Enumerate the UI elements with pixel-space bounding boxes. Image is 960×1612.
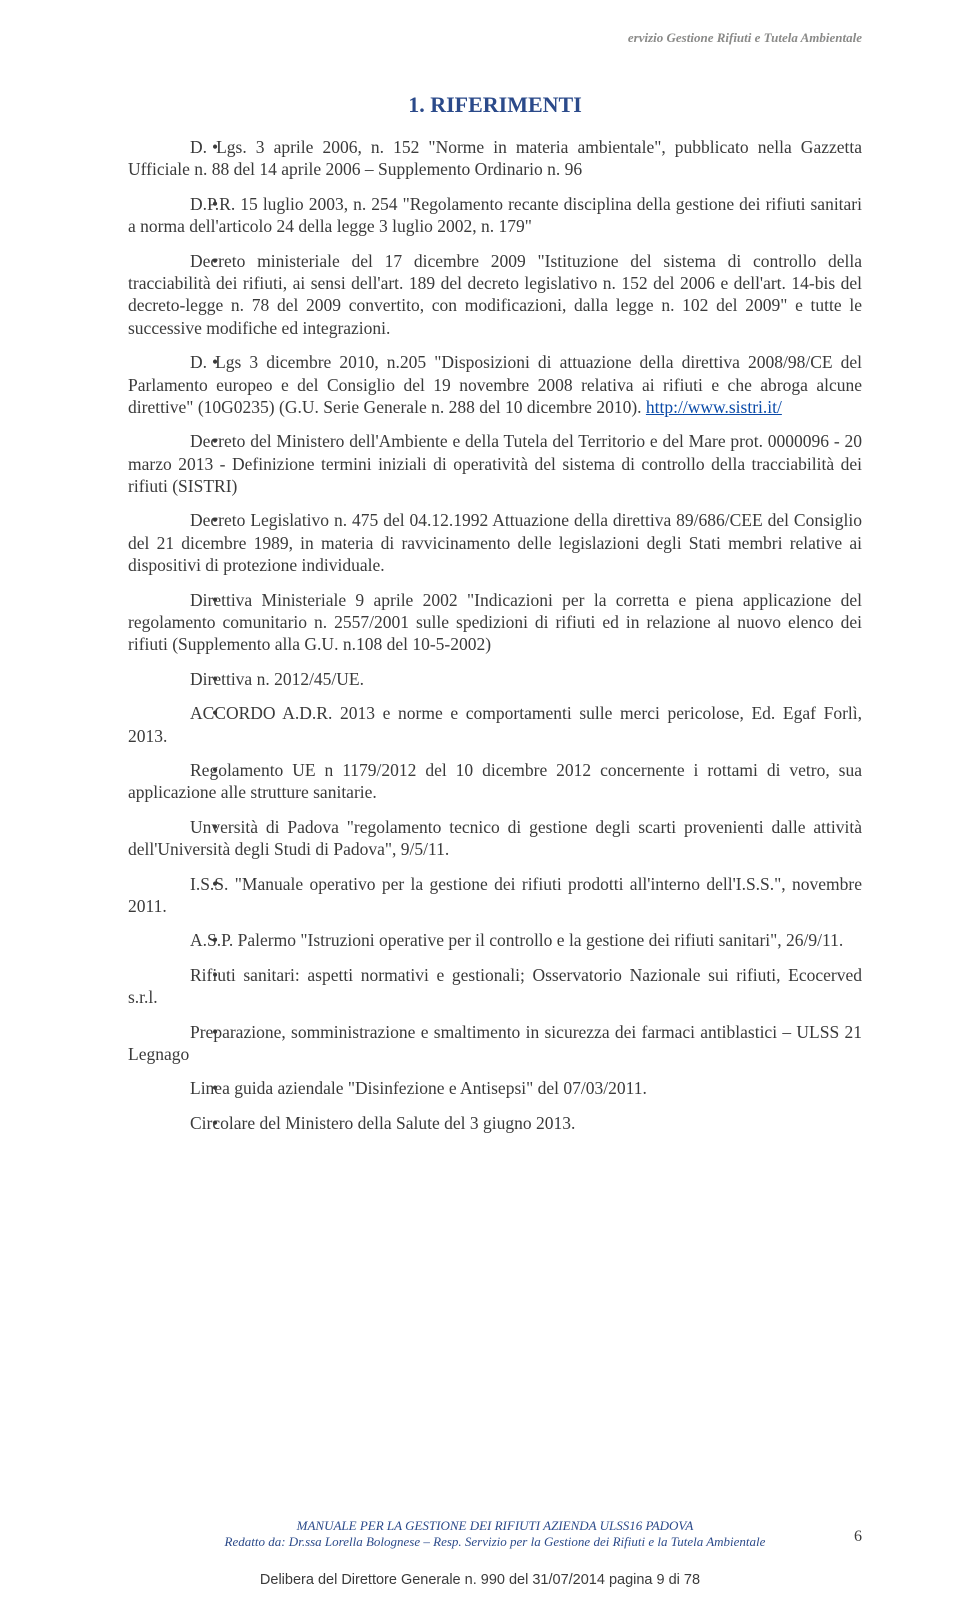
footer-block: MANUALE PER LA GESTIONE DEI RIFIUTI AZIE… — [128, 1518, 862, 1550]
bullet-marker: • — [170, 1077, 190, 1099]
bullet-item: •D.P.R. 15 luglio 2003, n. 254 "Regolame… — [128, 193, 862, 238]
bullet-item: •Linea guida aziendale "Disinfezione e A… — [128, 1077, 862, 1099]
bullet-text: ACCORDO A.D.R. 2013 e norme e comportame… — [128, 703, 862, 745]
bullet-marker: • — [170, 929, 190, 951]
bullet-link[interactable]: http://www.sistri.it/ — [646, 397, 782, 417]
content-area: 1. RIFERIMENTI •D. Lgs. 3 aprile 2006, n… — [128, 92, 862, 1134]
bullet-marker: • — [170, 589, 190, 611]
bullet-marker: • — [170, 136, 190, 158]
bullet-text: D.P.R. 15 luglio 2003, n. 254 "Regolamen… — [128, 194, 862, 236]
bullet-text: I.S.S. "Manuale operativo per la gestion… — [128, 874, 862, 916]
bullet-item: •Regolamento UE n 1179/2012 del 10 dicem… — [128, 759, 862, 804]
bullet-marker: • — [170, 250, 190, 272]
bullet-item: •Direttiva Ministeriale 9 aprile 2002 "I… — [128, 589, 862, 656]
bullet-list: •D. Lgs. 3 aprile 2006, n. 152 "Norme in… — [128, 136, 862, 1134]
bullet-text: Decreto ministeriale del 17 dicembre 200… — [128, 251, 862, 338]
bullet-text: D. Lgs. 3 aprile 2006, n. 152 "Norme in … — [128, 137, 862, 179]
bullet-item: •Rifiuti sanitari: aspetti normativi e g… — [128, 964, 862, 1009]
bullet-item: •I.S.S. "Manuale operativo per la gestio… — [128, 873, 862, 918]
bullet-text: Circolare del Ministero della Salute del… — [190, 1113, 575, 1133]
bullet-marker: • — [170, 668, 190, 690]
bullet-marker: • — [170, 964, 190, 986]
bullet-marker: • — [170, 873, 190, 895]
bullet-item: •Decreto del Ministero dell'Ambiente e d… — [128, 430, 862, 497]
bullet-text: Direttiva Ministeriale 9 aprile 2002 "In… — [128, 590, 862, 655]
bullet-item: •Decreto ministeriale del 17 dicembre 20… — [128, 250, 862, 340]
bullet-text: Decreto del Ministero dell'Ambiente e de… — [128, 431, 862, 496]
bullet-text: Linea guida aziendale "Disinfezione e An… — [190, 1078, 647, 1098]
bullet-item: •Circolare del Ministero della Salute de… — [128, 1112, 862, 1134]
section-heading: 1. RIFERIMENTI — [128, 92, 862, 118]
bullet-item: •Direttiva n. 2012/45/UE. — [128, 668, 862, 690]
bullet-marker: • — [170, 759, 190, 781]
header-service-name: ervizio Gestione Rifiuti e Tutela Ambien… — [628, 30, 862, 46]
bullet-text: Rifiuti sanitari: aspetti normativi e ge… — [128, 965, 862, 1007]
bullet-item: •ACCORDO A.D.R. 2013 e norme e comportam… — [128, 702, 862, 747]
bullet-marker: • — [170, 351, 190, 373]
bullet-item: •Preparazione, somministrazione e smalti… — [128, 1021, 862, 1066]
bullet-marker: • — [170, 509, 190, 531]
bullet-marker: • — [170, 1112, 190, 1134]
bullet-marker: • — [170, 193, 190, 215]
bullet-item: •D. Lgs. 3 aprile 2006, n. 152 "Norme in… — [128, 136, 862, 181]
footer-line-2: Redatto da: Dr.ssa Lorella Bolognese – R… — [128, 1534, 862, 1550]
bullet-item: •D. Lgs 3 dicembre 2010, n.205 "Disposiz… — [128, 351, 862, 418]
bullet-text: Unversità di Padova "regolamento tecnico… — [128, 817, 862, 859]
bullet-text: Regolamento UE n 1179/2012 del 10 dicemb… — [128, 760, 862, 802]
page-number: 6 — [854, 1528, 862, 1546]
footer-line-1: MANUALE PER LA GESTIONE DEI RIFIUTI AZIE… — [128, 1518, 862, 1534]
bullet-item: •A.S.P. Palermo "Istruzioni operative pe… — [128, 929, 862, 951]
bullet-item: •Decreto Legislativo n. 475 del 04.12.19… — [128, 509, 862, 576]
bullet-item: •Unversità di Padova "regolamento tecnic… — [128, 816, 862, 861]
bullet-marker: • — [170, 816, 190, 838]
bullet-marker: • — [170, 1021, 190, 1043]
bullet-text: Decreto Legislativo n. 475 del 04.12.199… — [128, 510, 862, 575]
bullet-text: A.S.P. Palermo "Istruzioni operative per… — [190, 930, 843, 950]
delibera-line: Delibera del Direttore Generale n. 990 d… — [0, 1572, 960, 1588]
bullet-text: Direttiva n. 2012/45/UE. — [190, 669, 364, 689]
bullet-marker: • — [170, 702, 190, 724]
bullet-text: Preparazione, somministrazione e smaltim… — [128, 1022, 862, 1064]
bullet-marker: • — [170, 430, 190, 452]
